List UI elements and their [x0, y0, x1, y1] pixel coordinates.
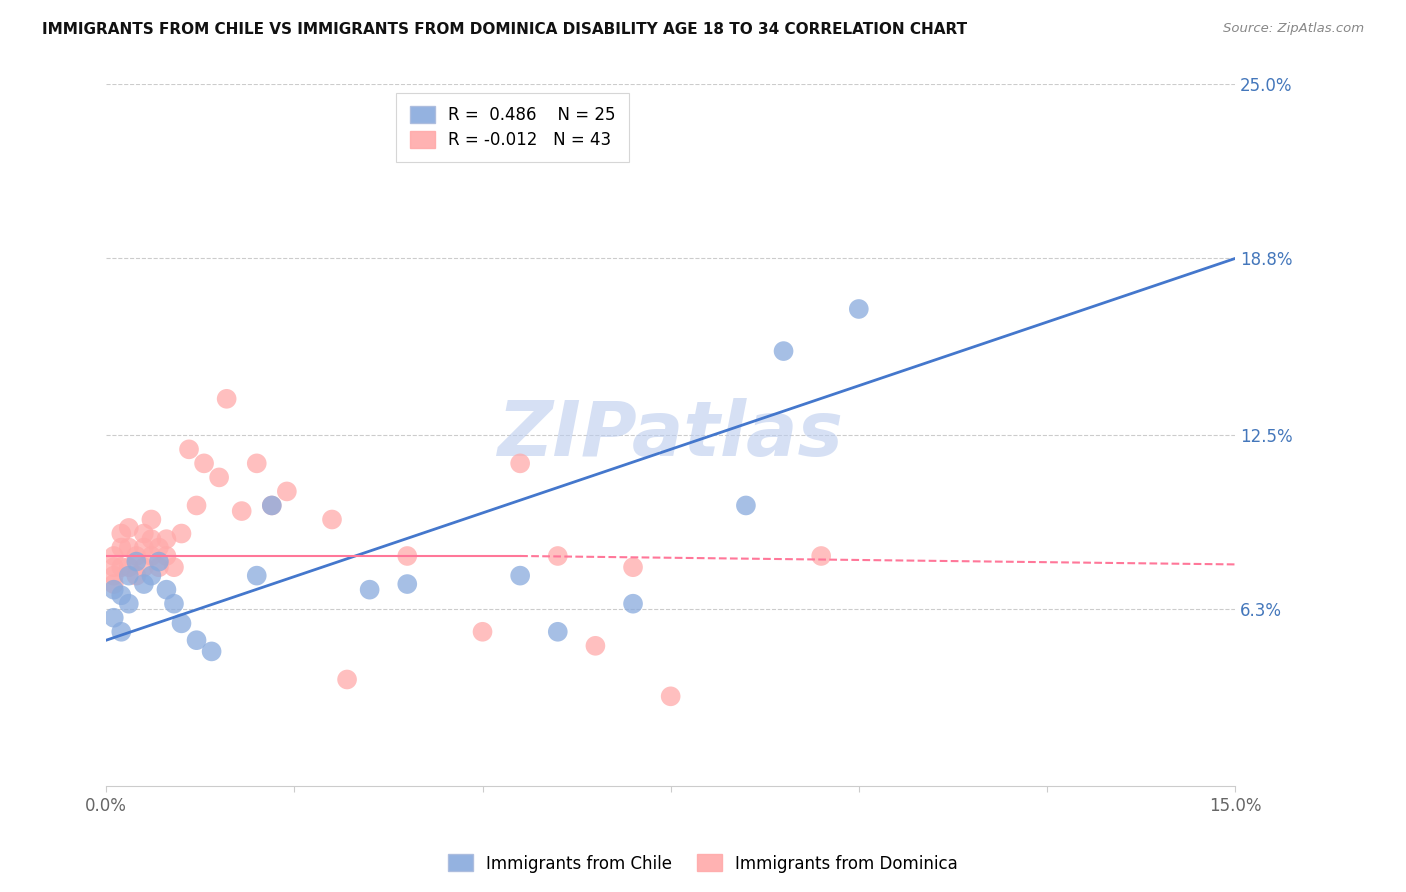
- Point: [110, 588, 132, 602]
- Point: [193, 456, 215, 470]
- Point: [132, 560, 155, 574]
- Point: [170, 616, 193, 631]
- Legend: Immigrants from Chile, Immigrants from Dominica: Immigrants from Chile, Immigrants from D…: [441, 847, 965, 880]
- Point: [163, 597, 186, 611]
- Point: [110, 624, 132, 639]
- Point: [621, 560, 644, 574]
- Point: [509, 568, 531, 582]
- Point: [276, 484, 298, 499]
- Point: [396, 549, 419, 563]
- Point: [132, 541, 155, 555]
- Point: [103, 549, 125, 563]
- Point: [110, 560, 132, 574]
- Point: [509, 456, 531, 470]
- Legend: R =  0.486    N = 25, R = -0.012   N = 43: R = 0.486 N = 25, R = -0.012 N = 43: [396, 93, 628, 162]
- Point: [810, 549, 832, 563]
- Point: [141, 512, 163, 526]
- Point: [471, 624, 494, 639]
- Point: [163, 560, 186, 574]
- Point: [148, 560, 170, 574]
- Point: [125, 549, 148, 563]
- Text: Source: ZipAtlas.com: Source: ZipAtlas.com: [1223, 22, 1364, 36]
- Point: [246, 456, 269, 470]
- Point: [125, 555, 148, 569]
- Point: [155, 582, 177, 597]
- Point: [659, 690, 682, 704]
- Point: [110, 526, 132, 541]
- Point: [208, 470, 231, 484]
- Point: [260, 499, 283, 513]
- Point: [148, 555, 170, 569]
- Point: [155, 549, 177, 563]
- Point: [170, 526, 193, 541]
- Point: [118, 560, 141, 574]
- Point: [103, 611, 125, 625]
- Point: [260, 499, 283, 513]
- Point: [103, 577, 125, 591]
- Point: [148, 541, 170, 555]
- Point: [231, 504, 253, 518]
- Point: [186, 633, 208, 648]
- Point: [547, 624, 569, 639]
- Point: [141, 549, 163, 563]
- Point: [103, 582, 125, 597]
- Point: [186, 499, 208, 513]
- Point: [772, 344, 794, 359]
- Point: [132, 577, 155, 591]
- Point: [141, 532, 163, 546]
- Point: [118, 541, 141, 555]
- Point: [246, 568, 269, 582]
- Point: [118, 521, 141, 535]
- Point: [336, 673, 359, 687]
- Point: [118, 568, 141, 582]
- Point: [583, 639, 606, 653]
- Point: [547, 549, 569, 563]
- Point: [118, 597, 141, 611]
- Point: [141, 568, 163, 582]
- Point: [125, 568, 148, 582]
- Point: [132, 526, 155, 541]
- Point: [155, 532, 177, 546]
- Point: [848, 301, 870, 316]
- Point: [396, 577, 419, 591]
- Text: IMMIGRANTS FROM CHILE VS IMMIGRANTS FROM DOMINICA DISABILITY AGE 18 TO 34 CORREL: IMMIGRANTS FROM CHILE VS IMMIGRANTS FROM…: [42, 22, 967, 37]
- Point: [200, 644, 222, 658]
- Point: [103, 568, 125, 582]
- Point: [110, 541, 132, 555]
- Point: [215, 392, 238, 406]
- Text: ZIPatlas: ZIPatlas: [498, 399, 844, 472]
- Point: [359, 582, 381, 597]
- Point: [103, 560, 125, 574]
- Point: [321, 512, 343, 526]
- Point: [735, 499, 758, 513]
- Point: [177, 442, 200, 457]
- Point: [621, 597, 644, 611]
